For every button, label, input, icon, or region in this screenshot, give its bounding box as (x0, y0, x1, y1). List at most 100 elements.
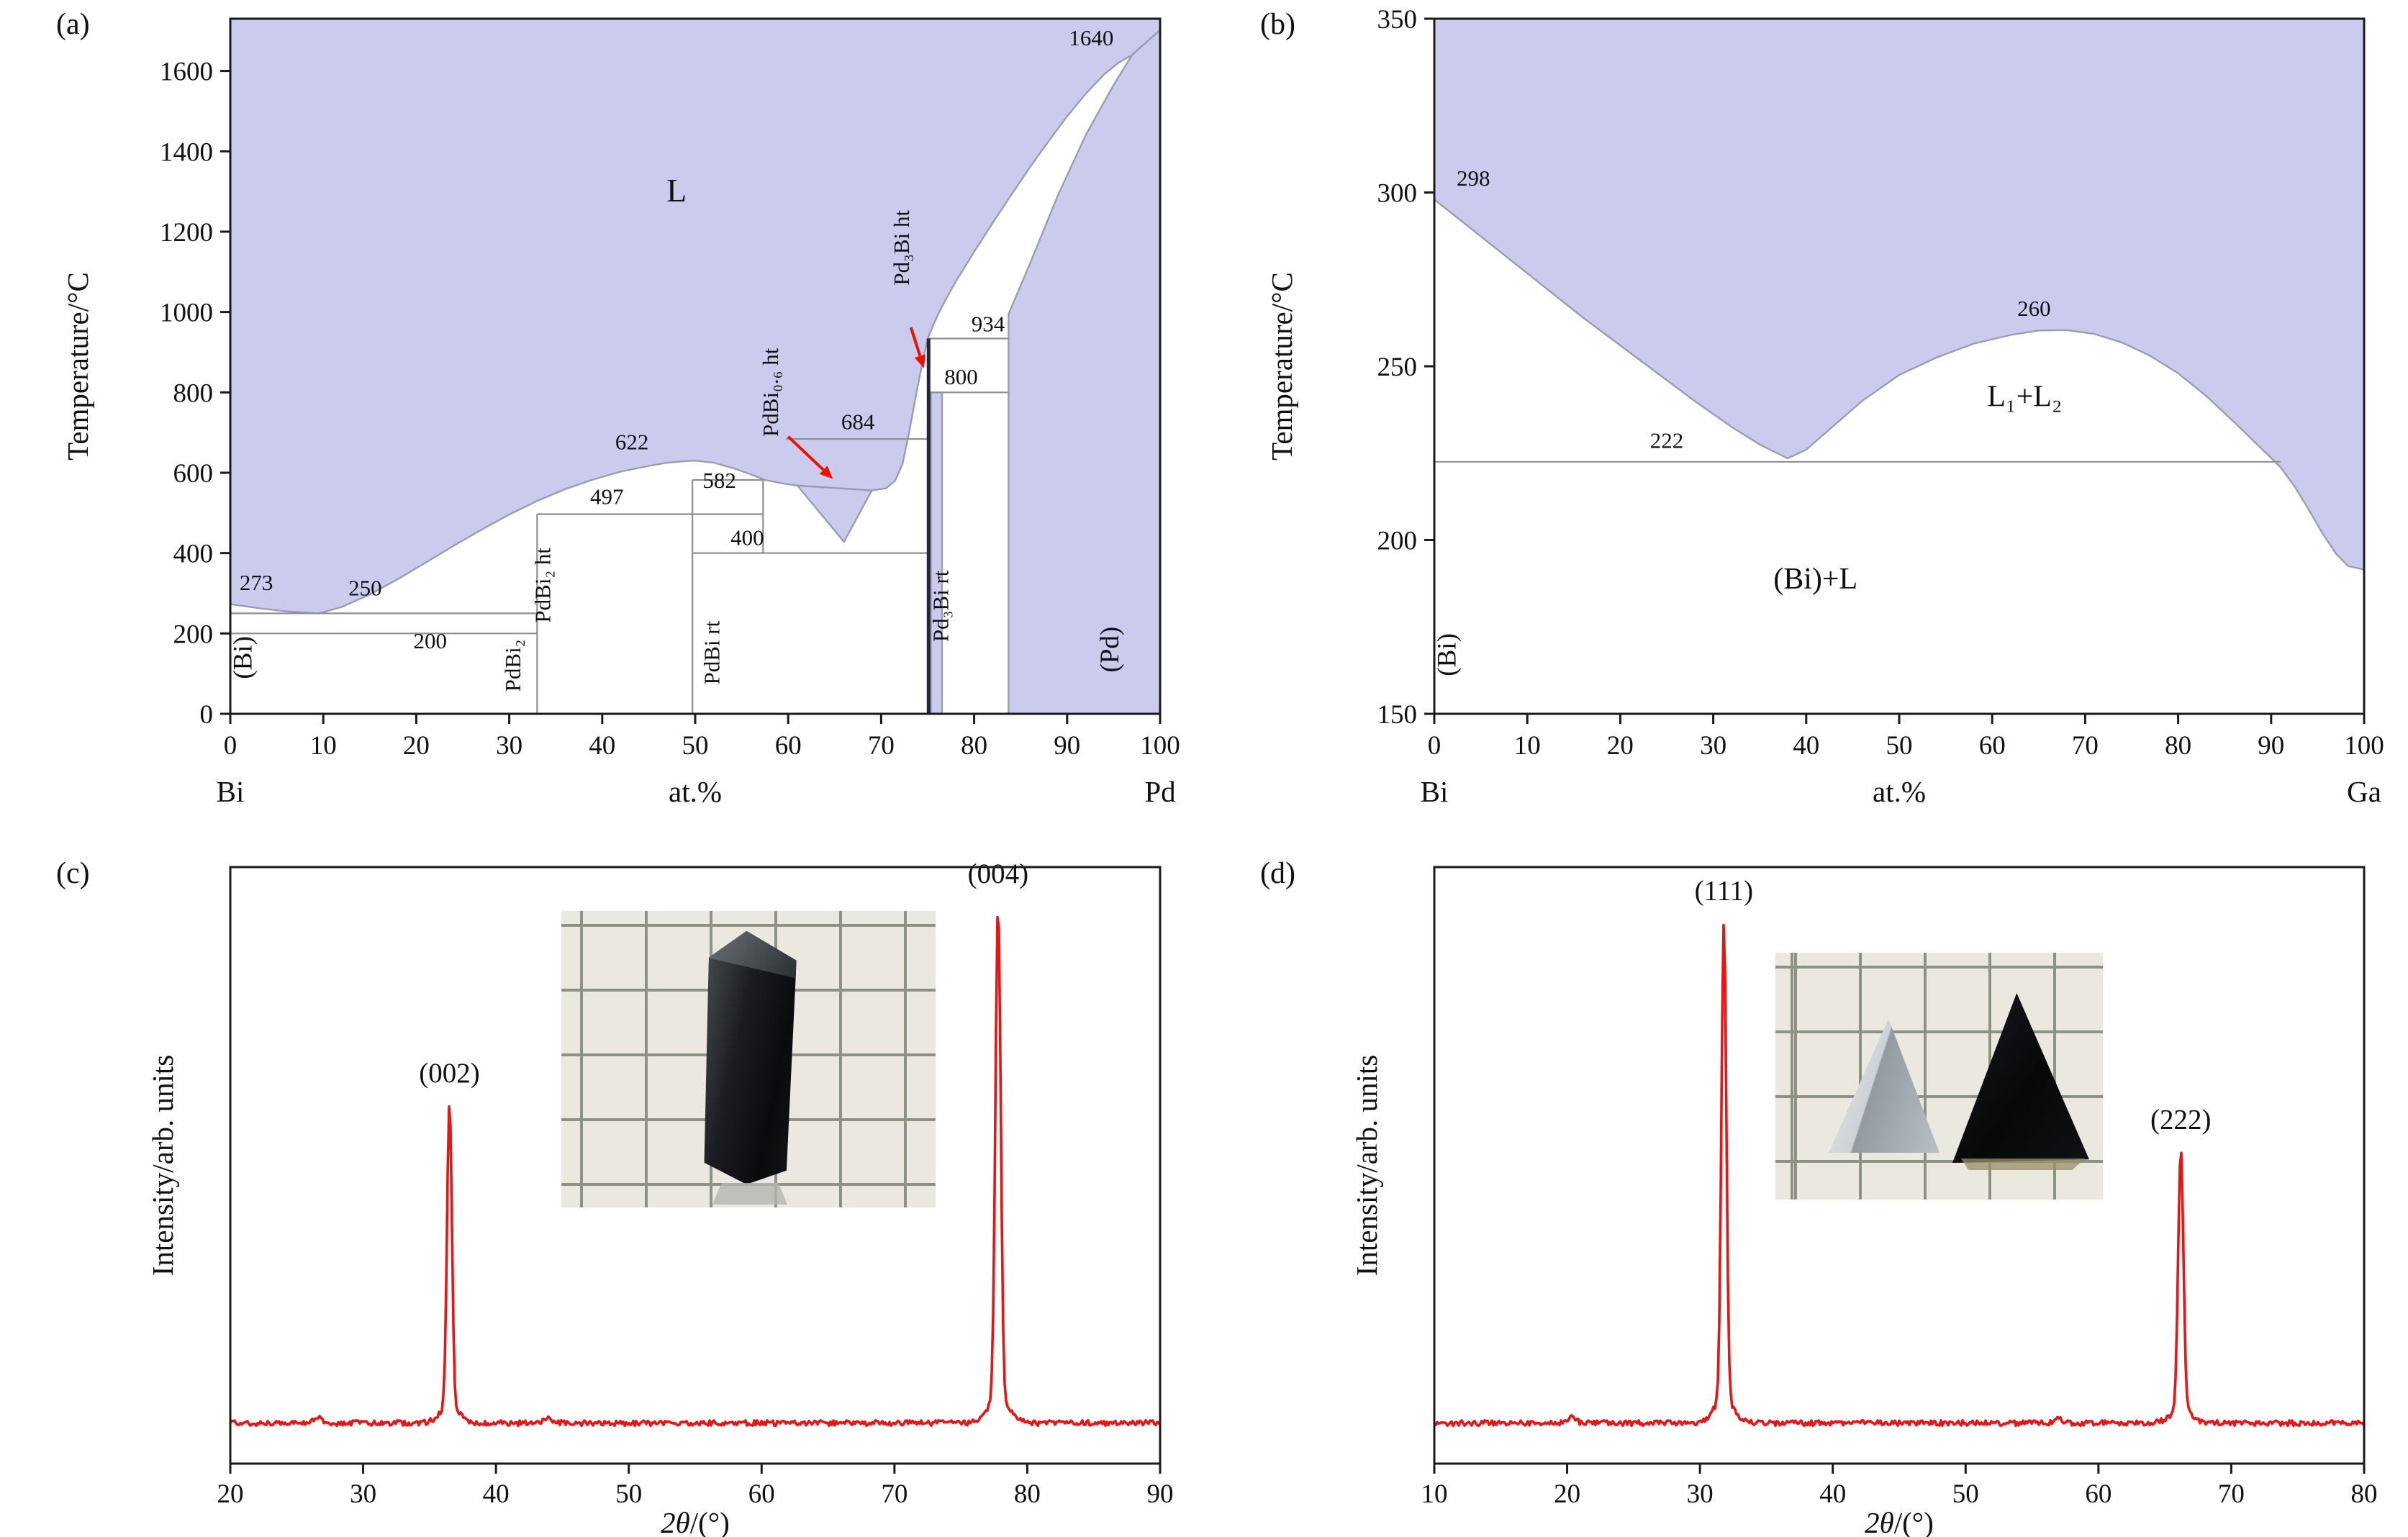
x-tick-label: 100 (2344, 731, 2384, 761)
x-tick-label: 0 (224, 731, 237, 761)
x-tick-label: 10 (310, 731, 337, 761)
x-tick-label: 20 (217, 1479, 244, 1509)
y-tick-label: 1200 (160, 218, 213, 248)
phase-label: L₁+L₂ (1987, 381, 2062, 414)
x-axis-right-element: Pd (1144, 775, 1175, 808)
phase-label: 1640 (1069, 25, 1113, 50)
panel-letter-d: (d) (1260, 857, 1295, 890)
inset-photo-triangular-crystals (1775, 953, 2103, 1200)
y-axis-label: Temperature/°C (1265, 272, 1298, 461)
y-tick-label: 0 (200, 700, 214, 730)
panel-letter-c: (c) (56, 857, 90, 890)
x-tick-label: 80 (2165, 731, 2191, 761)
phase-label: 800 (944, 364, 978, 389)
phase-label: (Bi) (1433, 633, 1462, 676)
x-tick-label: 60 (748, 1479, 775, 1509)
x-tick-label: 60 (775, 731, 802, 761)
phase-label: PdBi₂ (500, 640, 525, 692)
annotation-arrowhead (819, 466, 833, 479)
xrd-trace (1433, 923, 2366, 1428)
x-tick-label: 20 (403, 731, 430, 761)
x-tick-label: 30 (350, 1479, 376, 1509)
xrd-pattern-plot-d: (111) (222) 10 20 30 40 50 60 70 80 2θ/(°) Intensit… (1350, 866, 2378, 1537)
phase-label: 298 (1457, 166, 1490, 191)
x-tick-label: 30 (1700, 731, 1726, 761)
peak-label: (222) (2150, 1104, 2211, 1135)
x-tick-label: 20 (1554, 1479, 1580, 1509)
phase-label: 622 (615, 430, 649, 455)
inset-photo-crystal-rod (561, 911, 936, 1207)
x-tick-label: 70 (881, 1479, 907, 1509)
x-axis-label: 2θ/(°) (661, 1506, 730, 1537)
phase-label: 684 (841, 409, 875, 435)
phase-label: PdBi rt (700, 620, 725, 684)
x-tick-label: 80 (2351, 1479, 2378, 1509)
y-tick-label: 1400 (160, 137, 213, 167)
phase-label: (Bi) (229, 636, 258, 679)
crystal-base-reflection (1961, 1159, 2085, 1170)
x-tick-label: 50 (682, 731, 709, 761)
y-tick-label: 1000 (160, 299, 213, 328)
plot-frame (229, 866, 1162, 1465)
y-tick-label: 300 (1377, 179, 1418, 209)
x-tick-label: 70 (2218, 1479, 2245, 1509)
phase-label: (Bi)+L (1773, 563, 1857, 596)
crystal-reflection (712, 1183, 787, 1205)
bi-pd-phase-diagram-plot: 0 10 20 30 40 50 60 70 80 90 100020040060080010001… (61, 17, 1180, 808)
peak-label: (004) (968, 858, 1028, 889)
phase-label: 260 (2017, 296, 2051, 321)
phase-label: 250 (348, 575, 382, 600)
x-tick-label: 90 (2258, 731, 2284, 761)
phase-label: Pd₃Bi ht (889, 210, 914, 286)
x-tick-label: 20 (1607, 731, 1634, 761)
phase-label: 200 (414, 628, 448, 653)
panel-letter-a: (a) (56, 8, 90, 41)
x-tick-label: 60 (1979, 731, 2006, 761)
y-axis-label: Intensity/arb. units (1350, 1055, 1383, 1276)
y-axis-label: Intensity/arb. units (146, 1055, 179, 1276)
phase-label: Pd₃Bi rt (928, 570, 953, 642)
phase-label: PdBi₂ ht (530, 548, 555, 623)
y-tick-label: 1600 (160, 58, 213, 87)
x-axis-left-element: Bi (1421, 775, 1449, 808)
y-tick-label: 400 (173, 540, 214, 569)
phase-label: L (666, 172, 687, 209)
x-tick-label: 30 (496, 731, 522, 761)
x-tick-label: 40 (483, 1479, 510, 1509)
y-tick-label: 350 (1377, 5, 1418, 35)
y-tick-label: 200 (1377, 527, 1418, 556)
x-tick-label: 80 (961, 731, 987, 761)
x-axis-left-element: Bi (217, 775, 245, 808)
y-tick-label: 600 (173, 459, 214, 489)
x-tick-label: 40 (589, 731, 615, 761)
x-axis-label: 2θ/(°) (1865, 1506, 1934, 1537)
plot-frame (1433, 866, 2366, 1465)
phase-label: 222 (1650, 428, 1684, 453)
x-axis-right-element: Ga (2347, 775, 2381, 808)
y-tick-label: 200 (173, 620, 214, 649)
peak-label: (111) (1695, 876, 1754, 907)
x-tick-label: 40 (1819, 1479, 1846, 1509)
panel-bi-pd-phase-diagram: 0 10 20 30 40 50 60 70 80 90 100 0 200 400 600 800 1000 1… (0, 0, 1204, 828)
x-tick-label: 50 (1886, 731, 1913, 761)
phase-label: 497 (590, 484, 624, 509)
xrd-trace (229, 915, 1162, 1428)
x-tick-label: 10 (1421, 1479, 1448, 1509)
phase-label: 273 (240, 570, 273, 595)
panel-bi-ga-phase-diagram: 0 10 20 30 40 50 60 70 80 90 100 150 200 250 300 350 at.… (1204, 0, 2408, 828)
y-tick-label: 250 (1377, 353, 1418, 382)
x-tick-label: 10 (1514, 731, 1541, 761)
x-tick-label: 60 (2085, 1479, 2111, 1509)
panel-letter-b: (b) (1260, 8, 1295, 41)
phase-label: 400 (730, 525, 764, 550)
phase-label: PdBi₀.₆ ht (758, 348, 783, 437)
x-tick-label: 80 (1014, 1479, 1041, 1509)
xrd-pattern-plot-c: (002) (004) 20 30 40 50 60 70 80 90 2θ/(°) Intensit… (146, 858, 1174, 1537)
x-tick-label: 0 (1428, 731, 1441, 761)
y-tick-label: 150 (1377, 700, 1418, 730)
x-tick-label: 100 (1140, 731, 1180, 761)
annotation-arrow (787, 435, 825, 471)
liquid-region (1433, 17, 2366, 571)
x-tick-label: 90 (1147, 1479, 1174, 1509)
panel-xrd-002-004: (002) (004) 20 30 40 50 60 70 80 90 2θ/(°) Intensit… (0, 828, 1204, 1537)
